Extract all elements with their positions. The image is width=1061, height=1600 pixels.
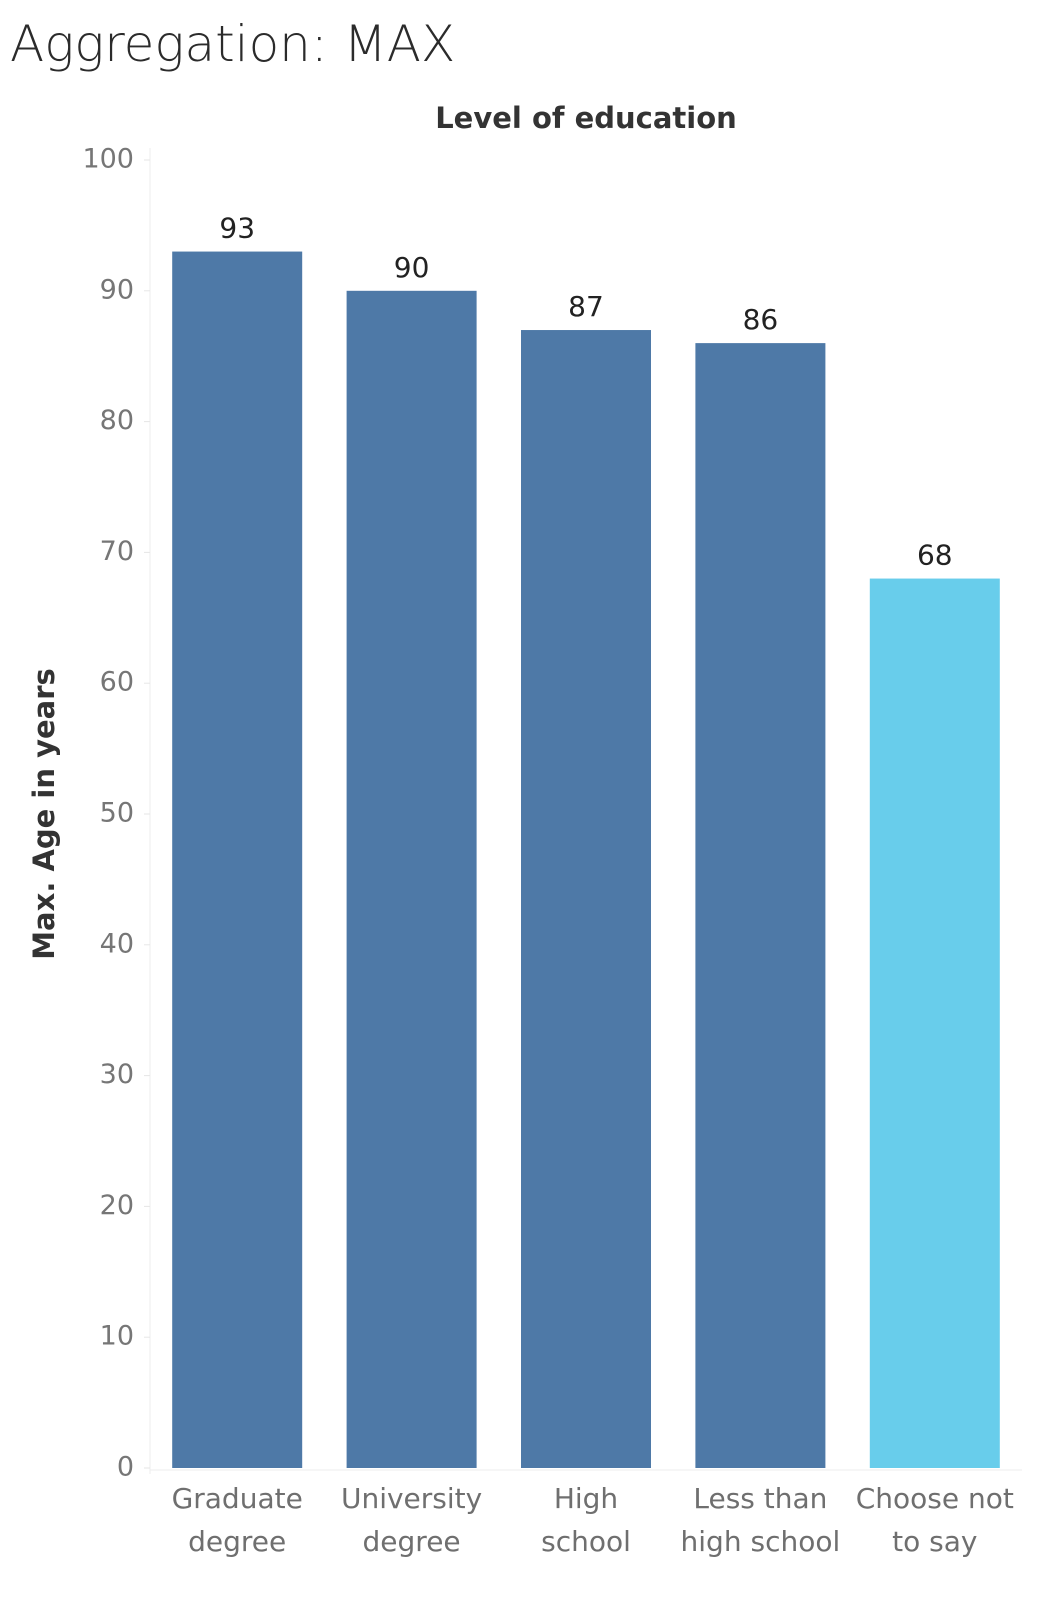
bar[interactable] xyxy=(172,251,303,1468)
bar-value-label: 90 xyxy=(394,251,430,284)
y-tick-label: 100 xyxy=(82,144,134,175)
bar[interactable] xyxy=(695,343,826,1468)
x-category-label: High xyxy=(554,1482,618,1515)
category-labels-group: Graduate degree University degree High school… xyxy=(172,1482,1014,1558)
x-category-label: University xyxy=(341,1482,482,1515)
x-category-label: to say xyxy=(892,1525,977,1558)
y-tick-label: 0 xyxy=(117,1452,134,1483)
x-category-label: school xyxy=(541,1525,631,1558)
bar[interactable] xyxy=(521,330,651,1468)
bar[interactable] xyxy=(869,578,1000,1468)
y-tick-label: 30 xyxy=(100,1059,134,1090)
bar-value-label: 86 xyxy=(743,303,779,336)
y-tick-label: 10 xyxy=(100,1321,134,1352)
y-tick-label: 80 xyxy=(100,405,134,436)
y-tick-label: 50 xyxy=(100,798,134,829)
page-title: Aggregation: MAX xyxy=(10,15,456,73)
y-tick-label: 40 xyxy=(100,928,134,959)
y-tick-label: 60 xyxy=(100,667,134,698)
y-axis-title: Max. Age in years xyxy=(27,668,61,960)
y-axis-ticks: 0 10 20 30 40 50 60 70 80 90 100 xyxy=(82,144,150,1483)
x-category-label: Less than xyxy=(693,1482,827,1515)
x-category-label: degree xyxy=(188,1525,286,1558)
bar-value-label: 93 xyxy=(219,212,255,245)
x-category-label: Graduate xyxy=(172,1482,303,1515)
bar-value-label: 87 xyxy=(568,290,604,323)
bar[interactable] xyxy=(346,290,477,1468)
y-tick-label: 20 xyxy=(100,1190,134,1221)
y-tick-label: 90 xyxy=(100,274,134,305)
y-tick-label: 70 xyxy=(100,536,134,567)
x-category-label: high school xyxy=(681,1525,841,1558)
x-category-label: Choose not xyxy=(856,1482,1014,1515)
x-category-label: degree xyxy=(363,1525,461,1558)
column-header: Level of education xyxy=(435,101,737,135)
bar-value-label: 68 xyxy=(917,539,953,572)
bars-group xyxy=(172,251,1000,1468)
value-labels-group: 93 90 87 86 68 xyxy=(219,212,952,572)
